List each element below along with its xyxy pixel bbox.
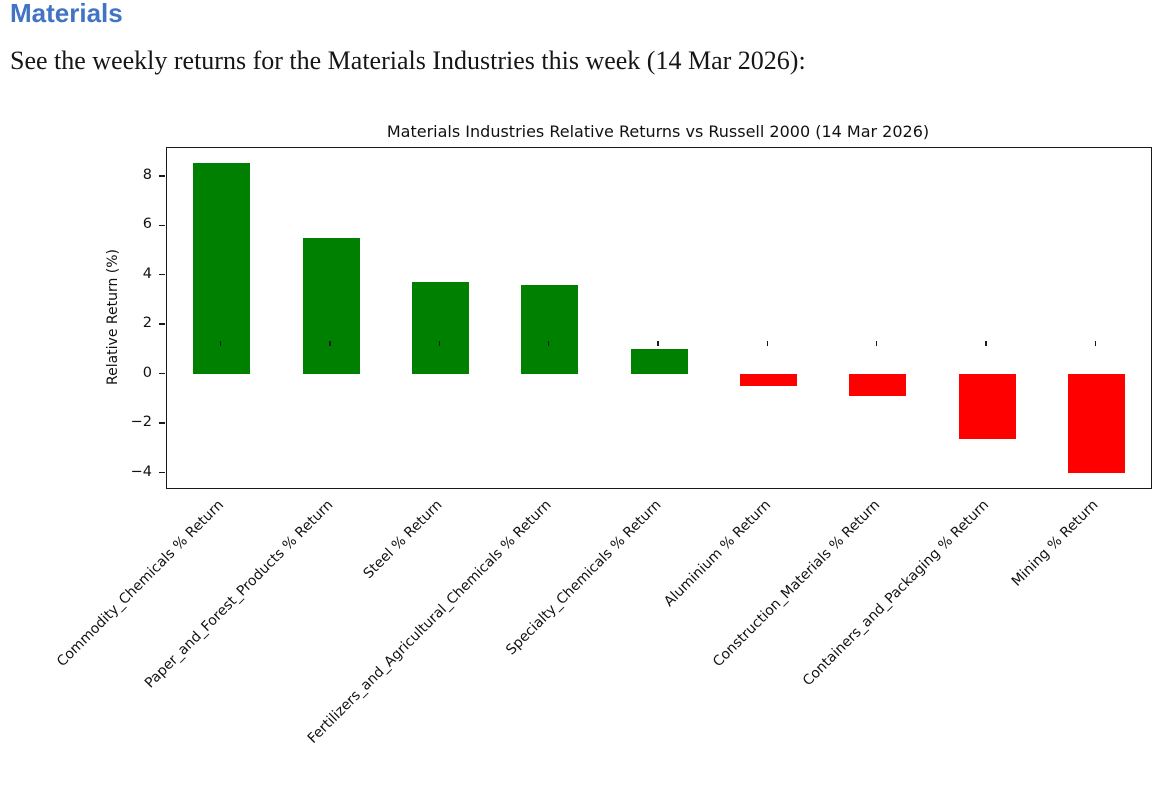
y-tick-mark: [159, 422, 165, 424]
y-tick-mark: [159, 372, 165, 375]
x-tick-mark: [1094, 341, 1097, 346]
y-tick-mark: [159, 274, 165, 276]
y-tick-label: 6: [142, 216, 152, 233]
bar-steel-return: [411, 282, 469, 374]
y-tick-label: 8: [142, 166, 152, 183]
y-tick-label: 2: [142, 315, 152, 332]
x-tick-label: Steel % Return: [360, 497, 446, 582]
x-tick-label: Paper_and_Forest_Products % Return: [141, 497, 337, 692]
x-tick-mark: [985, 341, 987, 346]
x-tick-mark: [657, 341, 659, 346]
bar-mining-return: [1067, 373, 1125, 473]
x-tick-mark: [547, 341, 550, 346]
chart-title: Materials Industries Relative Returns vs…: [386, 122, 930, 141]
x-tick-mark: [766, 341, 769, 346]
bar-construction-materials-return: [849, 373, 907, 396]
bar-fertilizers-and-agricultural-chemicals-return: [521, 284, 579, 374]
x-tick-label: Aluminium % Return: [660, 497, 774, 611]
y-tick-mark: [159, 224, 165, 226]
x-tick-label: Commodity_Chemicals % Return: [53, 497, 227, 670]
plot-area: [159, 147, 1152, 489]
y-tick-label: 4: [142, 265, 152, 282]
bar-specialty-chemicals-return: [630, 348, 688, 374]
y-tick-mark: [159, 323, 165, 325]
y-tick-mark: [159, 175, 165, 177]
bar-paper-and-forest-products-return: [302, 237, 360, 374]
x-tick-label: Containers_and_Packaging % Return: [800, 497, 993, 690]
x-tick-mark: [219, 341, 222, 346]
x-tick-mark: [438, 341, 441, 346]
x-tick-label: Mining % Return: [1008, 497, 1102, 590]
y-tick-mark: [159, 471, 165, 474]
intro-text: See the weekly returns for the Materials…: [10, 46, 806, 75]
x-tick-mark: [875, 341, 878, 346]
page-title: Materials: [10, 0, 123, 28]
y-tick-label: −2: [130, 414, 152, 431]
bar-commodity-chemicals-return: [193, 163, 251, 374]
y-tick-label: 0: [142, 364, 152, 381]
bar-containers-and-packaging-return: [958, 373, 1016, 440]
x-tick-label: Fertilizers_and_Agricultural_Chemicals %…: [305, 497, 555, 747]
x-tick-mark: [329, 341, 331, 346]
y-tick-label: −4: [130, 463, 152, 480]
bar-aluminium-return: [739, 373, 797, 386]
